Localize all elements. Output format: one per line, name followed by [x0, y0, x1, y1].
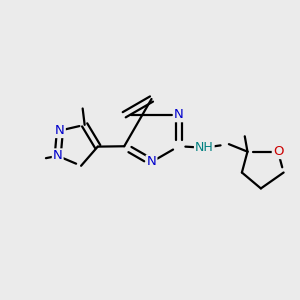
Text: N: N [147, 155, 156, 169]
Text: N: N [53, 149, 63, 162]
Text: N: N [174, 108, 184, 121]
Text: N: N [55, 124, 65, 137]
Text: O: O [273, 145, 283, 158]
Text: NH: NH [195, 141, 214, 154]
